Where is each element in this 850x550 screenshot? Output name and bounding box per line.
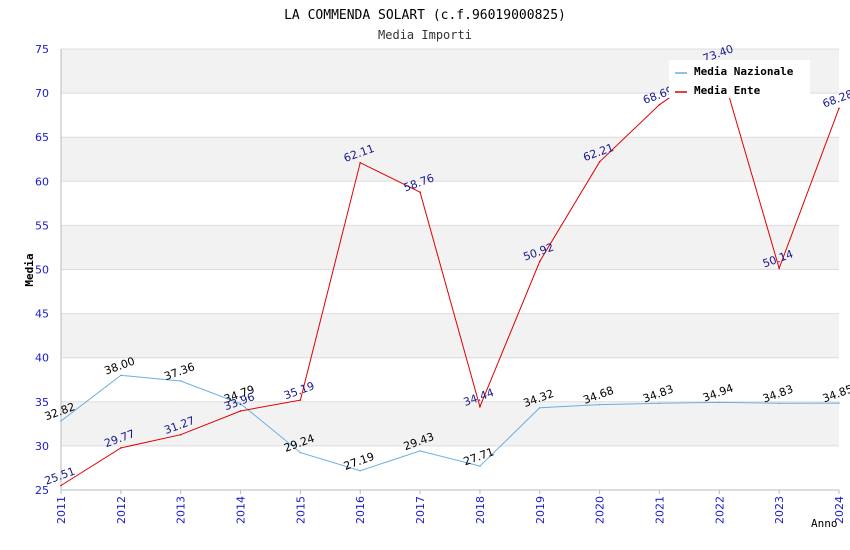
data-point bbox=[538, 260, 541, 263]
legend-label-media-ente: Media Ente bbox=[694, 84, 761, 97]
data-point bbox=[658, 103, 661, 106]
y-tick-label: 75 bbox=[35, 43, 49, 56]
chart-subtitle: Media Importi bbox=[378, 28, 472, 42]
x-tick-label: 2024 bbox=[833, 496, 846, 524]
x-tick-label: 2020 bbox=[594, 496, 607, 524]
y-tick-label: 25 bbox=[35, 484, 49, 497]
data-point bbox=[838, 107, 840, 110]
y-tick-label: 30 bbox=[35, 440, 49, 453]
grid-band bbox=[61, 93, 839, 138]
chart-title: LA COMMENDA SOLART (c.f.96019000825) bbox=[284, 8, 566, 23]
data-point bbox=[239, 410, 242, 412]
y-tick-label: 65 bbox=[35, 131, 49, 144]
x-axis-label: Anno bbox=[811, 517, 838, 530]
x-tick-label: 2023 bbox=[773, 496, 786, 524]
grid-band bbox=[61, 225, 839, 270]
x-tick-label: 2019 bbox=[534, 496, 547, 524]
legend-box bbox=[669, 60, 810, 98]
grid-band bbox=[61, 445, 839, 490]
data-point bbox=[60, 420, 62, 422]
series-line-media-nazionale bbox=[60, 374, 840, 472]
legend: Media Nazionale Media Ente bbox=[669, 60, 810, 98]
grid-band bbox=[61, 313, 839, 358]
data-point bbox=[658, 402, 661, 405]
data-point bbox=[299, 451, 302, 454]
y-tick-labels: 25 30 35 40 45 50 55 60 65 70 75 bbox=[35, 43, 49, 497]
x-tick-label: 2015 bbox=[294, 496, 307, 524]
y-tick-label: 40 bbox=[35, 352, 49, 365]
x-tick-label: 2013 bbox=[175, 496, 188, 524]
grid-bands bbox=[61, 49, 839, 490]
grid-band bbox=[61, 181, 839, 226]
grid-band bbox=[61, 269, 839, 314]
y-tick-label: 60 bbox=[35, 175, 49, 188]
data-point bbox=[598, 403, 601, 406]
x-tick-label: 2011 bbox=[55, 496, 68, 524]
data-point bbox=[598, 161, 601, 163]
x-tick-labels: 2011 2012 2013 2014 2015 2016 2017 2018 2019 2020… bbox=[55, 490, 846, 524]
data-point bbox=[299, 399, 302, 401]
data-point bbox=[778, 267, 780, 270]
data-point bbox=[479, 465, 481, 467]
y-axis-label: Media bbox=[23, 253, 36, 286]
grid-band bbox=[61, 357, 839, 402]
data-point bbox=[718, 401, 721, 404]
data-point bbox=[60, 484, 62, 487]
y-tick-label: 50 bbox=[35, 264, 49, 277]
data-point bbox=[838, 402, 840, 404]
x-tick-label: 2022 bbox=[713, 496, 726, 524]
data-point bbox=[359, 161, 362, 164]
x-tick-label: 2021 bbox=[653, 496, 666, 524]
data-point bbox=[359, 469, 362, 472]
x-tick-label: 2017 bbox=[414, 496, 427, 524]
x-tick-label: 2014 bbox=[235, 496, 248, 524]
y-tick-label: 55 bbox=[35, 219, 49, 232]
data-point bbox=[538, 406, 541, 409]
data-point bbox=[778, 402, 780, 405]
y-tick-label: 35 bbox=[35, 396, 49, 409]
data-point bbox=[179, 380, 182, 382]
y-tick-label: 70 bbox=[35, 87, 49, 100]
data-point bbox=[419, 191, 421, 194]
x-tick-label: 2018 bbox=[474, 496, 487, 524]
data-point bbox=[120, 374, 122, 377]
legend-label-media-nazionale: Media Nazionale bbox=[694, 65, 794, 78]
x-tick-label: 2012 bbox=[115, 496, 128, 524]
data-point bbox=[179, 433, 182, 436]
axes bbox=[60, 49, 839, 491]
grid-band bbox=[61, 137, 839, 182]
x-tick-label: 2016 bbox=[354, 496, 367, 524]
data-point bbox=[419, 450, 421, 452]
data-point bbox=[239, 402, 242, 405]
y-tick-label: 45 bbox=[35, 308, 49, 321]
grid-band bbox=[61, 401, 839, 446]
data-point bbox=[120, 447, 122, 449]
data-point bbox=[479, 405, 481, 408]
